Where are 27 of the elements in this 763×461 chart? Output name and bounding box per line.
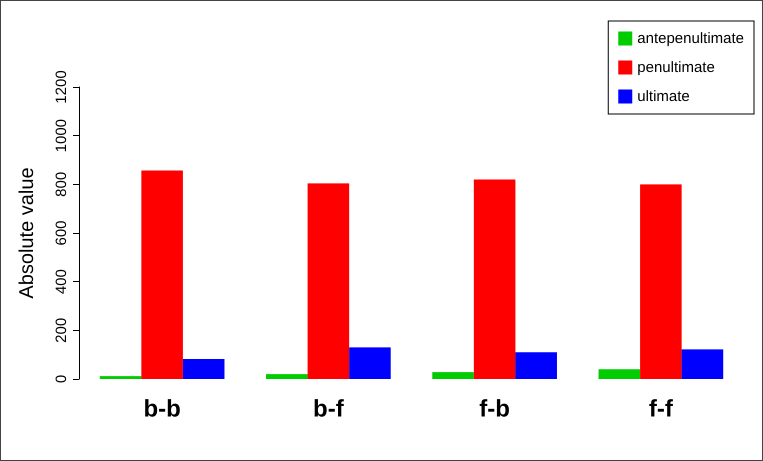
bar (640, 184, 682, 379)
x-tick-label: f-f (648, 396, 674, 422)
bar (515, 352, 557, 379)
bar (349, 347, 391, 379)
y-tick-label: 1000 (53, 118, 70, 152)
y-tick-label: 800 (53, 172, 70, 197)
bar (432, 372, 474, 379)
y-axis-title: Absolute value (16, 167, 38, 299)
y-tick-label: 400 (53, 269, 70, 294)
x-tick-label: b-b (143, 396, 181, 422)
bar (182, 359, 224, 379)
bar (598, 369, 640, 379)
x-tick-label: f-b (479, 396, 510, 422)
y-tick-label: 200 (53, 318, 70, 343)
legend-label: penultimate (637, 59, 715, 76)
y-tick-label: 0 (53, 374, 70, 384)
bar (474, 179, 516, 379)
bar (100, 376, 142, 379)
y-tick-label: 600 (53, 220, 70, 246)
y-tick-label: 1200 (53, 70, 70, 104)
legend-label: antepenultimate (637, 30, 744, 47)
bar (308, 183, 350, 379)
bar (266, 374, 308, 379)
legend-label: ultimate (637, 88, 690, 105)
bar (682, 349, 724, 379)
x-tick-label: b-f (313, 396, 345, 422)
bar (141, 170, 183, 379)
